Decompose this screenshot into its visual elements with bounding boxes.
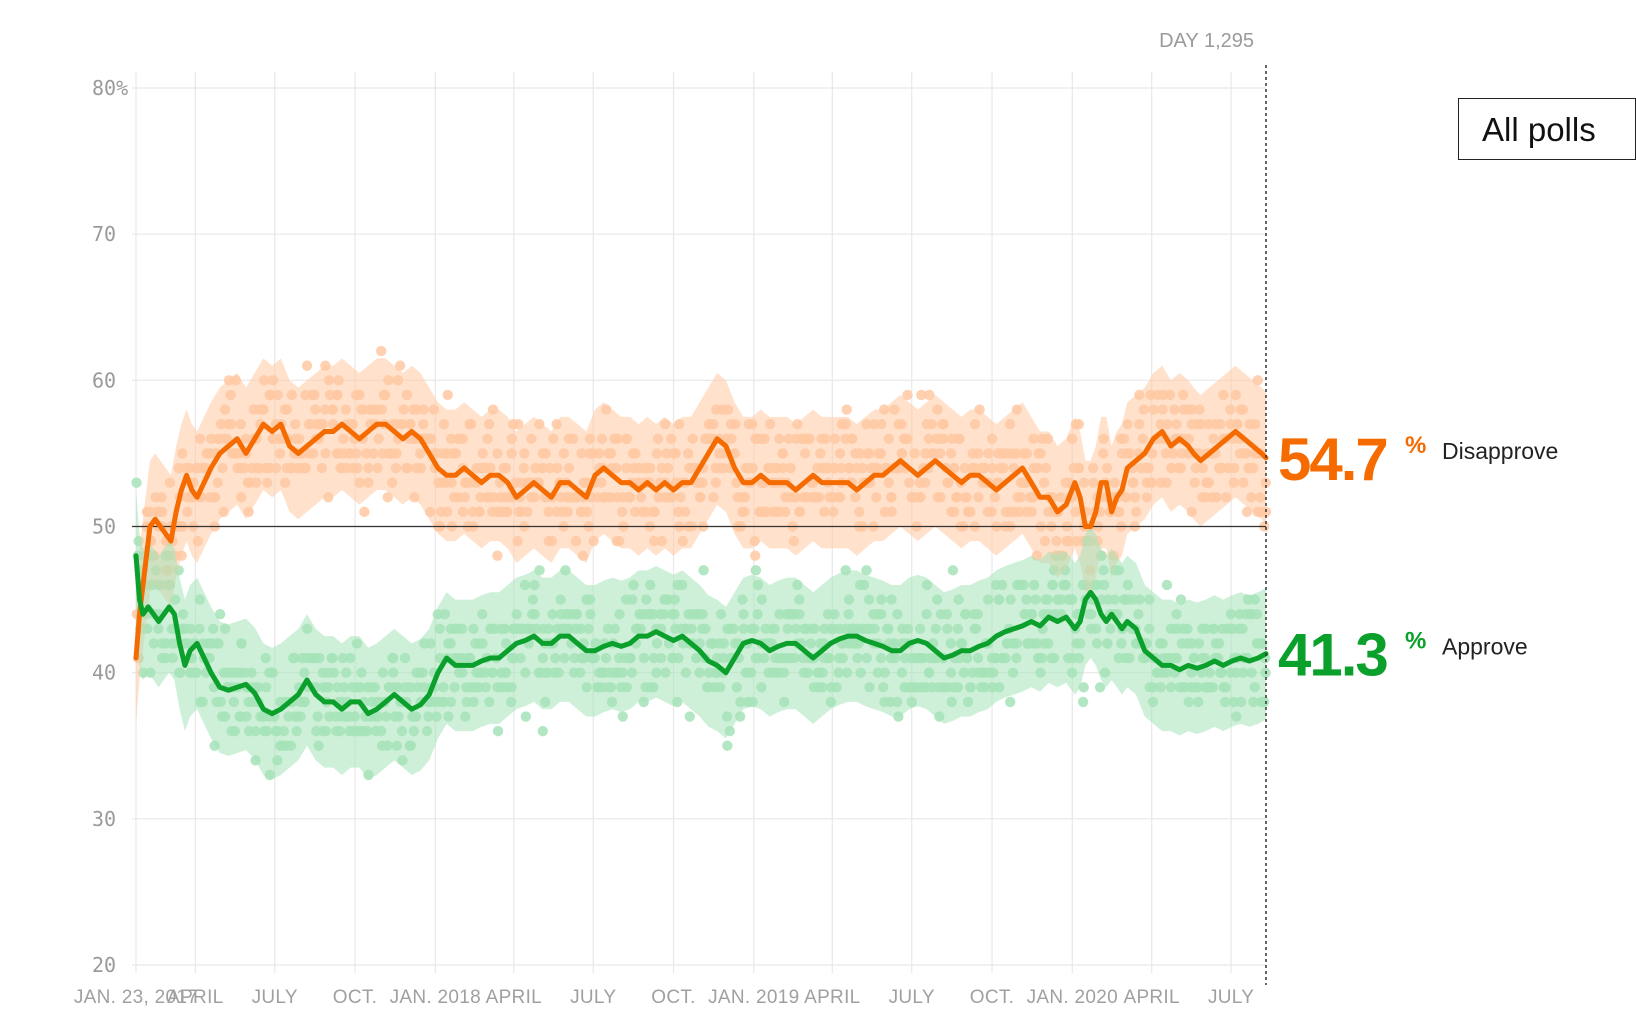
x-tick-label: JULY [252, 987, 298, 1008]
x-tick-label: JULY [1208, 987, 1254, 1008]
disapprove-band [136, 358, 1266, 724]
poll-dot [537, 725, 548, 737]
x-tick-label: JULY [889, 987, 935, 1008]
poll-dot [375, 345, 387, 357]
x-tick-label: JULY [570, 987, 616, 1008]
poll-dot [520, 711, 532, 722]
percent-sign: % [1405, 432, 1426, 459]
poll-dot [750, 565, 762, 576]
poll-dot [698, 565, 709, 576]
end-value-labels: 54.7% Disapprove 41.3% Approve [1278, 426, 1558, 689]
poll-dot [1005, 696, 1016, 708]
x-tick-label: OCT. [651, 987, 695, 1008]
poll-dot [214, 609, 226, 620]
y-tick-label: 80% [92, 76, 128, 100]
y-tick-label: 70 [92, 222, 116, 246]
poll-dot [301, 360, 313, 371]
series-name: Disapprove [1442, 438, 1558, 464]
x-tick-label: APRIL [167, 987, 223, 1008]
poll-dot [1161, 579, 1173, 591]
x-tick-label: JAN. 2018 [390, 987, 481, 1008]
x-tick-label: OCT. [333, 987, 377, 1008]
poll-dot [902, 389, 913, 401]
poll-dot [394, 360, 406, 371]
x-tick-label: OCT. [970, 987, 1014, 1008]
poll-dot [750, 550, 761, 561]
poll-dot [617, 711, 629, 722]
all-polls-button[interactable]: All polls [1458, 98, 1636, 160]
y-tick-label: 60 [92, 368, 116, 392]
y-tick-label: 20 [92, 953, 116, 977]
current-value: 41.3 [1278, 622, 1387, 689]
approve-end-label: 41.3% Approve [1278, 622, 1528, 689]
poll-dot [1094, 682, 1106, 693]
poll-dot [131, 477, 142, 488]
poll-dot [947, 565, 959, 576]
poll-dot [841, 404, 852, 415]
poll-dot [382, 492, 393, 503]
x-tick-label: APRIL [804, 987, 860, 1008]
poll-dot [1078, 682, 1089, 693]
day-label: DAY 1,295 [1159, 30, 1254, 52]
percent-sign: % [1405, 628, 1426, 655]
poll-dot [359, 506, 370, 518]
poll-dot [916, 389, 927, 401]
poll-dot [1077, 696, 1089, 708]
x-tick-label: APRIL [486, 987, 542, 1008]
disapprove-end-label: 54.7% Disapprove [1278, 426, 1558, 493]
poll-dot [442, 389, 453, 401]
y-axis-ticks: 20 30 40 50 60 70 80% [92, 76, 128, 977]
series-name: Approve [1442, 634, 1528, 660]
x-tick-label: APRIL [1123, 987, 1179, 1008]
poll-dot [492, 550, 503, 561]
disapprove-line [133, 421, 1269, 661]
current-day-marker: DAY 1,295 [1159, 30, 1267, 985]
poll-dot [722, 740, 733, 751]
poll-dot [1241, 506, 1253, 518]
poll-dot [861, 565, 872, 576]
poll-dot [924, 389, 935, 401]
poll-dot [513, 418, 524, 430]
y-tick-label: 50 [92, 515, 116, 539]
x-tick-label: JAN. 2020 [1027, 987, 1118, 1008]
poll-dot [684, 711, 695, 722]
trend-lines [133, 421, 1269, 717]
current-value: 54.7 [1278, 426, 1387, 493]
y-tick-label: 40 [92, 661, 116, 685]
x-tick-label: JAN. 2019 [708, 987, 799, 1008]
poll-dot [492, 725, 504, 737]
x-tick-label: JAN. 23, 2017 [74, 987, 198, 1008]
approve-line [133, 553, 1269, 717]
y-tick-label: 30 [92, 807, 116, 831]
